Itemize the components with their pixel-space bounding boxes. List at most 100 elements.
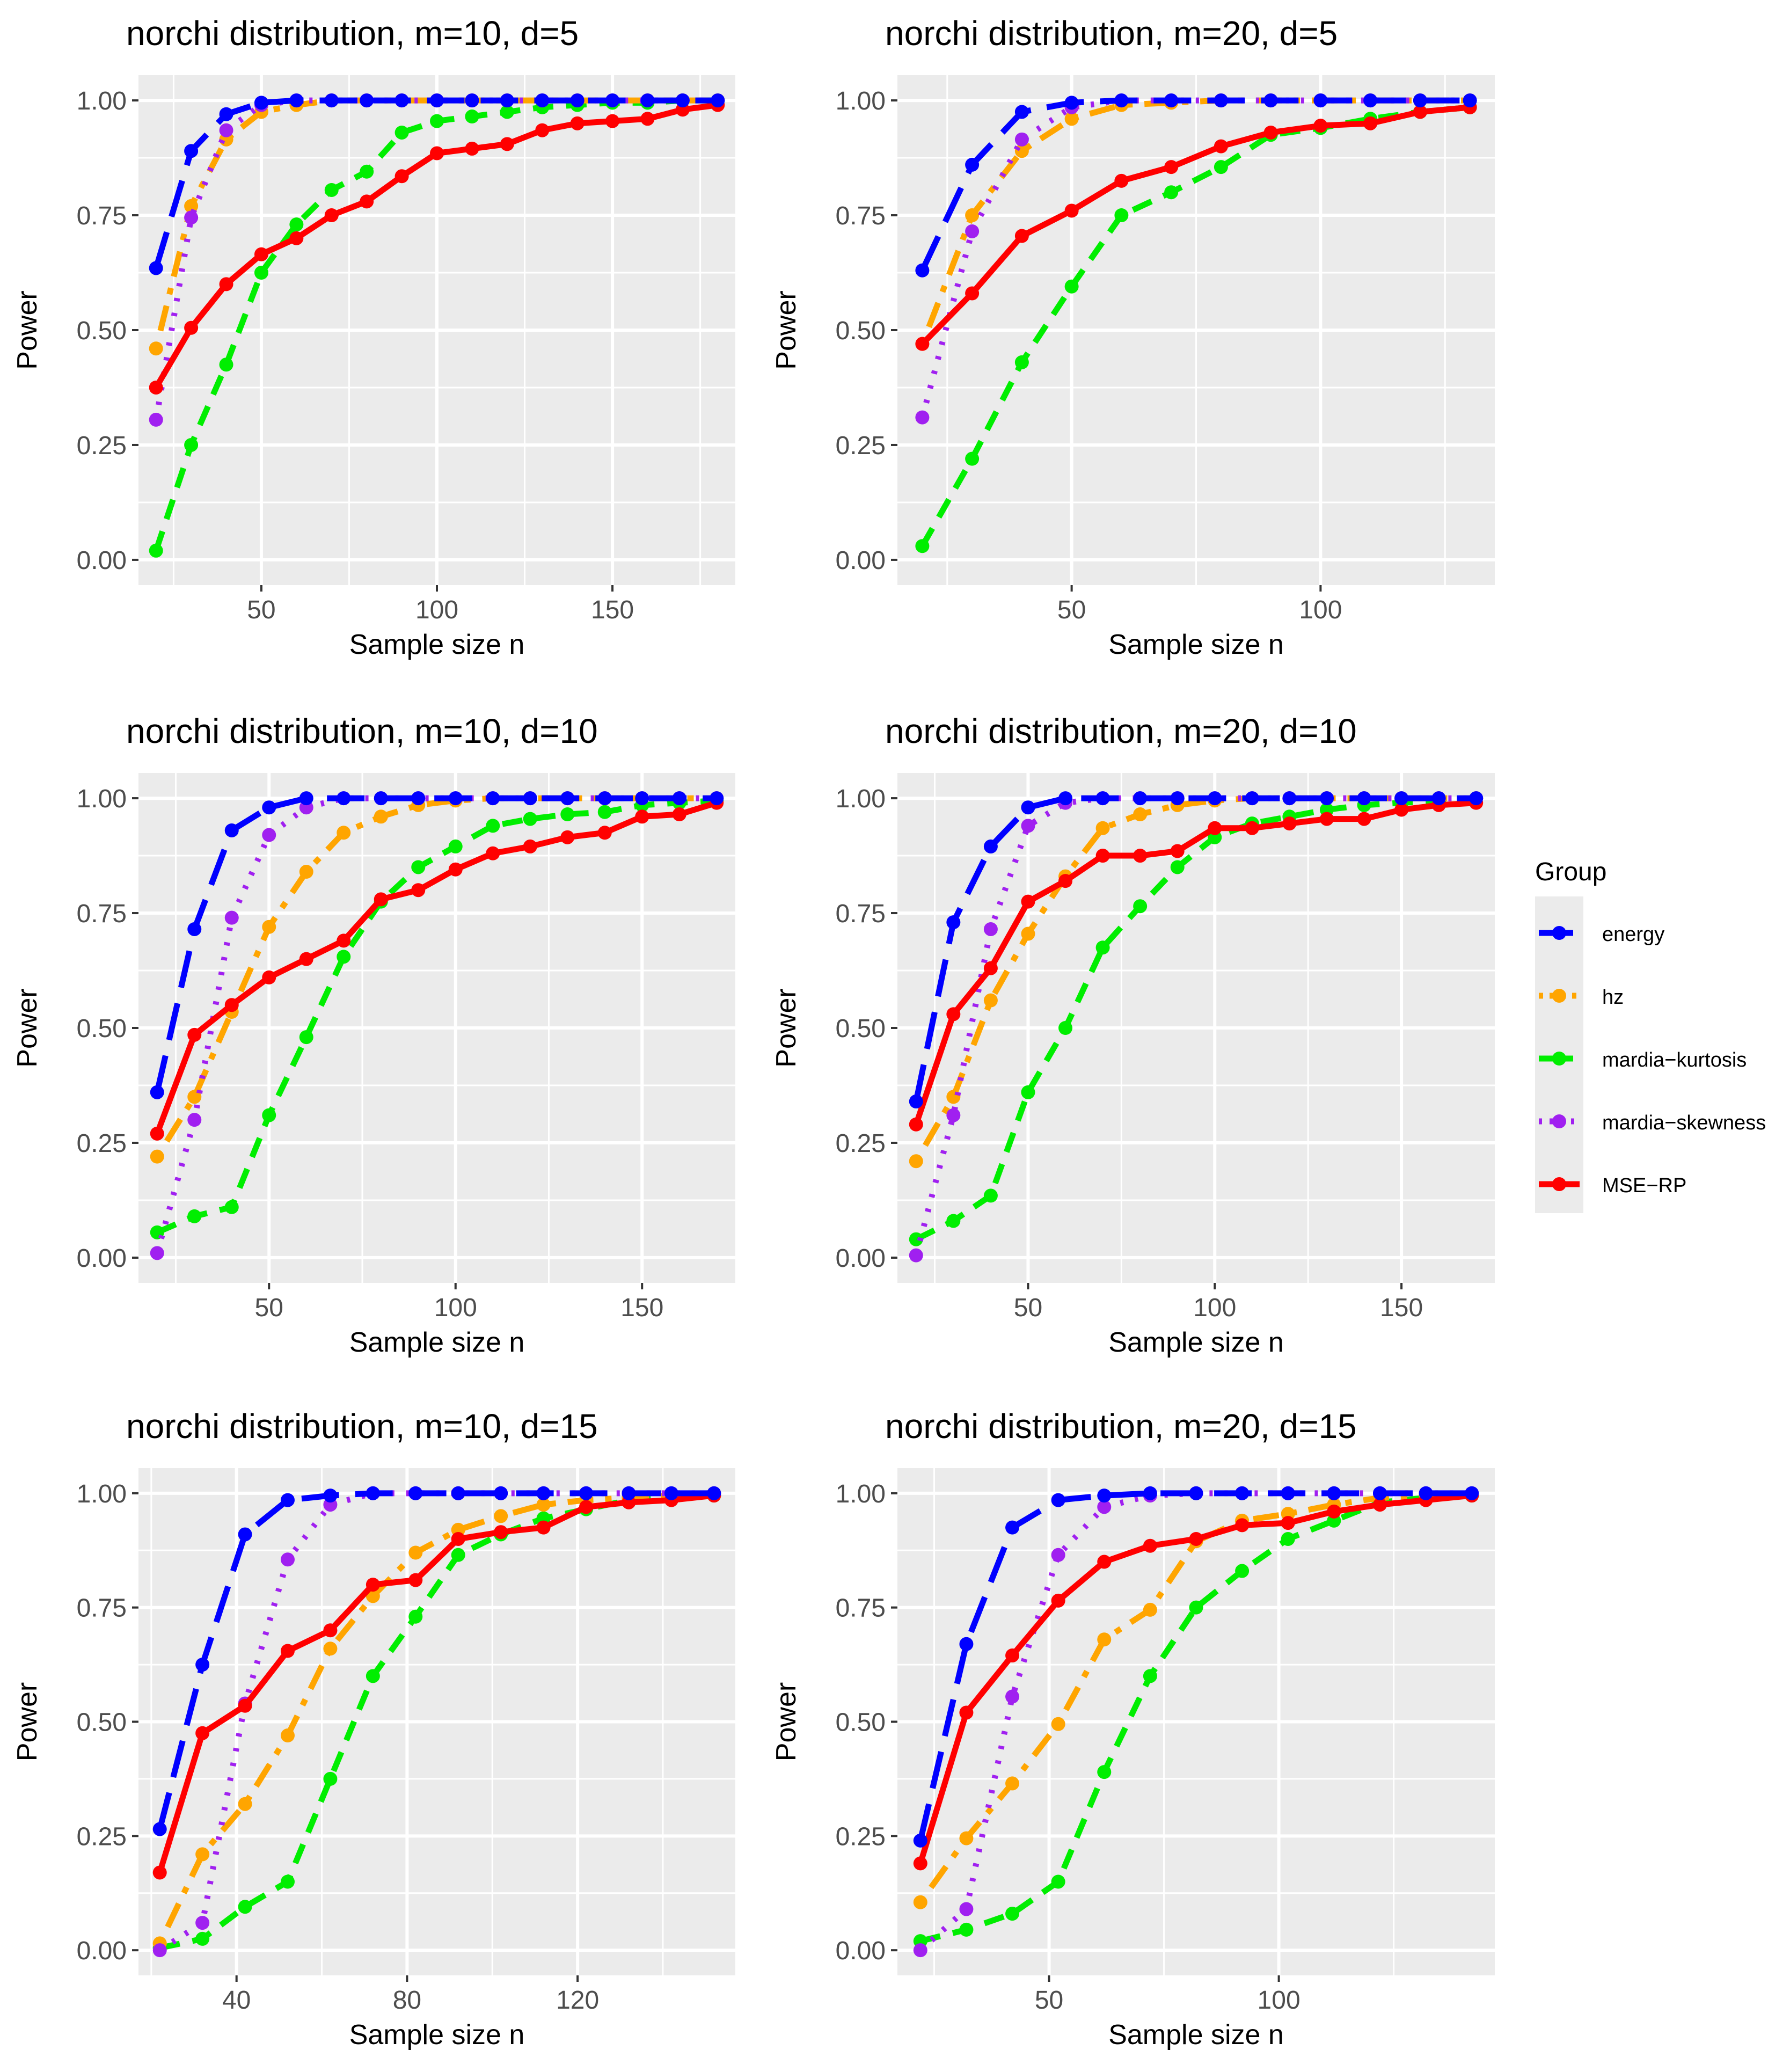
legend-label: MSE−RP bbox=[1602, 1174, 1686, 1197]
data-point bbox=[187, 1027, 202, 1042]
y-tick-label: 1.00 bbox=[77, 1480, 127, 1508]
y-tick-label: 1.00 bbox=[836, 87, 886, 115]
data-point bbox=[1051, 1548, 1065, 1562]
data-point bbox=[394, 125, 409, 140]
x-axis-label: Sample size n bbox=[1108, 2019, 1284, 2051]
y-tick-label: 0.50 bbox=[77, 1709, 127, 1737]
series-line bbox=[920, 104, 1471, 346]
data-point bbox=[579, 1500, 593, 1514]
data-point bbox=[262, 800, 276, 815]
data-point bbox=[523, 791, 537, 806]
chart-panel-2: norchi distribution, m=20, d=5 0.00 0.25 0.… bbox=[771, 14, 1495, 660]
data-point bbox=[465, 110, 479, 124]
data-point bbox=[262, 970, 276, 984]
data-point bbox=[1114, 93, 1129, 108]
data-point bbox=[360, 164, 374, 179]
y-axis-label: Power bbox=[771, 1682, 802, 1761]
data-point bbox=[1058, 791, 1073, 806]
data-point bbox=[1021, 1085, 1035, 1099]
x-tick-label: 150 bbox=[1380, 1294, 1423, 1322]
data-point bbox=[1133, 807, 1148, 822]
data-point bbox=[605, 93, 620, 108]
data-point bbox=[1357, 791, 1371, 806]
data-point bbox=[323, 1771, 338, 1786]
x-tick-label: 50 bbox=[247, 596, 275, 624]
series-line bbox=[919, 97, 1470, 272]
legend-item: mardia−kurtosis bbox=[1539, 1049, 1747, 1071]
data-point bbox=[500, 93, 514, 108]
x-tick-label: 50 bbox=[255, 1294, 283, 1322]
y-tick-label: 0.25 bbox=[77, 432, 127, 460]
data-point bbox=[1214, 160, 1228, 174]
data-point bbox=[1235, 1518, 1250, 1533]
data-point bbox=[1189, 1531, 1203, 1546]
legend-key-point bbox=[1552, 1114, 1566, 1128]
data-point bbox=[946, 915, 961, 930]
data-point bbox=[366, 1669, 380, 1683]
x-tick-label: 150 bbox=[591, 596, 634, 624]
data-point bbox=[195, 1931, 210, 1946]
data-point bbox=[451, 1531, 465, 1546]
data-point bbox=[1143, 1538, 1157, 1553]
x-tick-label: 50 bbox=[1035, 1986, 1063, 2015]
data-point bbox=[1095, 849, 1110, 863]
data-point bbox=[360, 93, 374, 108]
data-point bbox=[1281, 1516, 1295, 1530]
data-point bbox=[1170, 844, 1185, 858]
data-point bbox=[184, 199, 199, 213]
y-axis-label: Power bbox=[12, 988, 43, 1067]
data-point bbox=[289, 217, 304, 232]
data-point bbox=[1463, 93, 1477, 108]
data-point bbox=[187, 1113, 202, 1127]
y-tick-label: 0.75 bbox=[77, 1594, 127, 1623]
data-point bbox=[448, 791, 463, 806]
legend-label: hz bbox=[1602, 986, 1624, 1009]
legend-label: mardia−skewness bbox=[1602, 1112, 1766, 1134]
data-point bbox=[323, 1623, 338, 1638]
data-point bbox=[238, 1797, 252, 1811]
data-point bbox=[411, 860, 426, 874]
x-tick-label: 50 bbox=[1014, 1294, 1042, 1322]
data-point bbox=[1097, 1555, 1112, 1569]
data-point bbox=[289, 231, 304, 245]
data-point bbox=[1097, 1489, 1112, 1503]
x-tick-label: 120 bbox=[556, 1986, 599, 2015]
data-point bbox=[1170, 791, 1185, 806]
chart-title: norchi distribution, m=20, d=5 bbox=[885, 14, 1338, 53]
series-line bbox=[913, 800, 1477, 1126]
x-tick-label: 100 bbox=[434, 1294, 477, 1322]
data-point bbox=[374, 892, 388, 907]
data-point bbox=[1245, 821, 1259, 835]
data-point bbox=[184, 437, 199, 452]
data-point bbox=[366, 1578, 380, 1592]
gridlines bbox=[138, 75, 735, 585]
series-line bbox=[153, 97, 718, 349]
data-point bbox=[913, 1833, 927, 1848]
data-point bbox=[289, 93, 304, 108]
data-point bbox=[486, 819, 500, 833]
legend-label: energy bbox=[1602, 923, 1664, 946]
data-point bbox=[224, 998, 239, 1012]
data-point bbox=[1164, 185, 1179, 200]
series-energy bbox=[149, 93, 725, 275]
series-mse-rp bbox=[150, 796, 724, 1141]
data-point bbox=[486, 846, 500, 860]
data-point bbox=[536, 1520, 551, 1535]
x-axis-label: Sample size n bbox=[349, 2019, 525, 2051]
data-point bbox=[323, 1641, 338, 1656]
data-point bbox=[707, 1486, 721, 1500]
data-point bbox=[1189, 1486, 1203, 1500]
series-line bbox=[915, 795, 1477, 1242]
chart-title: norchi distribution, m=10, d=10 bbox=[126, 712, 598, 750]
data-point bbox=[1413, 93, 1427, 108]
data-point bbox=[570, 93, 585, 108]
data-point bbox=[983, 922, 998, 936]
data-point bbox=[1114, 173, 1129, 188]
data-point bbox=[1014, 132, 1029, 147]
data-point bbox=[965, 224, 980, 238]
y-tick-label: 0.50 bbox=[836, 1015, 886, 1043]
chart-title: norchi distribution, m=20, d=10 bbox=[885, 712, 1357, 750]
data-point bbox=[1051, 1874, 1065, 1889]
y-tick-label: 0.00 bbox=[77, 546, 127, 575]
y-tick-label: 0.00 bbox=[836, 1937, 886, 1965]
